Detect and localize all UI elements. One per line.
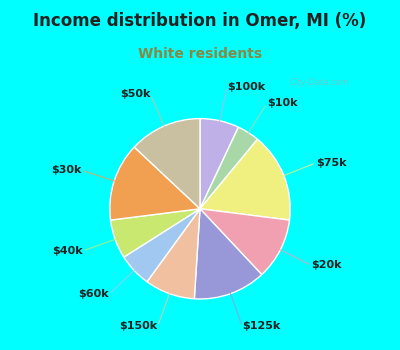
- Wedge shape: [194, 209, 262, 299]
- Text: $40k: $40k: [52, 246, 82, 256]
- Text: $125k: $125k: [242, 321, 280, 331]
- Wedge shape: [200, 119, 238, 209]
- Text: $20k: $20k: [311, 260, 342, 271]
- Text: $50k: $50k: [120, 89, 150, 99]
- Text: White residents: White residents: [138, 47, 262, 61]
- Wedge shape: [124, 209, 200, 282]
- Wedge shape: [200, 209, 290, 274]
- Text: $75k: $75k: [316, 158, 347, 168]
- Wedge shape: [110, 209, 200, 257]
- Wedge shape: [200, 127, 258, 209]
- Text: Income distribution in Omer, MI (%): Income distribution in Omer, MI (%): [33, 12, 367, 30]
- Wedge shape: [200, 139, 290, 220]
- Text: City-Data.com: City-Data.com: [290, 78, 350, 87]
- Text: $100k: $100k: [227, 82, 265, 92]
- Text: $150k: $150k: [120, 321, 158, 331]
- Wedge shape: [147, 209, 200, 299]
- Text: $30k: $30k: [51, 165, 81, 175]
- Wedge shape: [134, 119, 200, 209]
- Text: $10k: $10k: [267, 98, 298, 108]
- Wedge shape: [110, 147, 200, 220]
- Text: $60k: $60k: [78, 289, 109, 299]
